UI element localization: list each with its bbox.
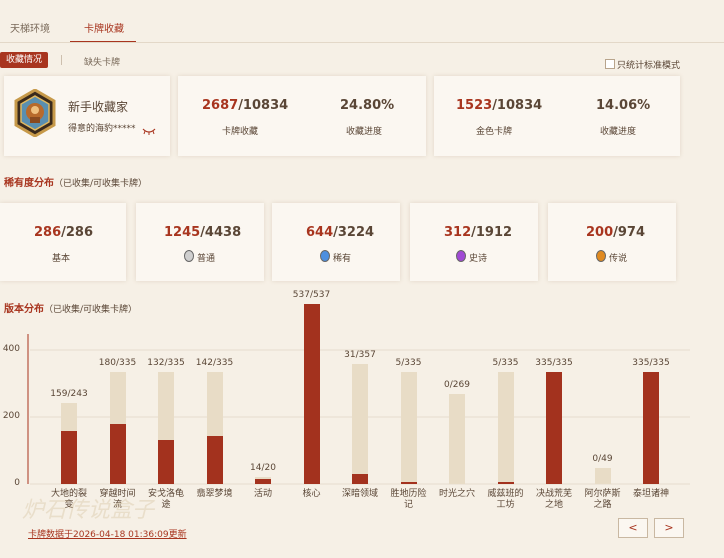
x-category-label: 威兹班的 工坊	[487, 489, 524, 510]
collection-progress-value: 24.80%	[340, 98, 395, 113]
bar-value-label: 335/335	[535, 357, 573, 368]
bar-value-label: 5/335	[395, 357, 422, 368]
rarity-legendary-value: 200/974	[586, 225, 646, 240]
standard-only-checkbox[interactable]	[605, 59, 615, 69]
rarity-rare-label: 稀有	[320, 250, 351, 264]
eye-hidden-icon[interactable]	[142, 120, 156, 139]
cards-collected-value: 2687/10834	[202, 98, 289, 113]
golden-cards-label: 金色卡牌	[476, 127, 513, 137]
epic-gem-icon	[456, 250, 466, 262]
bar-total[interactable]	[497, 371, 514, 484]
x-category-label: 深暗领域	[341, 489, 378, 499]
next-page-button[interactable]: >	[654, 518, 684, 538]
bar-collected[interactable]	[400, 482, 417, 484]
rarity-card-epic: 312/1912 史诗	[410, 203, 538, 281]
bar-collected[interactable]	[206, 436, 223, 484]
sets-section-title: 版本分布（已收集/可收集卡牌）	[4, 304, 138, 315]
bar-total[interactable]	[594, 467, 611, 484]
x-category-label: 决战荒芜 之地	[535, 489, 572, 510]
golden-progress-value: 14.06%	[596, 98, 651, 113]
bar-value-label: 159/243	[50, 388, 88, 399]
golden-progress-label: 收藏进度	[600, 127, 637, 137]
y-tick-label: 400	[2, 344, 20, 354]
rarity-common-value: 1245/4438	[164, 225, 242, 240]
bar-value-label: 180/335	[98, 357, 137, 368]
collector-title: 新手收藏家	[68, 100, 129, 114]
bar-value-label: 0/49	[592, 453, 613, 464]
top-tab-bar: 天梯环境 卡牌收藏	[0, 0, 724, 43]
bar-total[interactable]	[352, 364, 368, 484]
rarity-card-rare: 644/3224 稀有	[272, 203, 400, 281]
rarity-common-label: 普通	[184, 250, 215, 264]
standard-only-label[interactable]: 只统计标准模式	[617, 61, 681, 71]
bar-value-label: 142/335	[195, 357, 234, 368]
legendary-gem-icon	[596, 250, 606, 262]
bar-value-label: 31/357	[344, 350, 376, 361]
x-category-label: 时光之穴	[438, 489, 475, 499]
bar-collected[interactable]	[546, 371, 562, 484]
collector-badge-icon	[14, 88, 56, 138]
rarity-card-basic: 286/286 基本	[0, 203, 126, 281]
tab-card-collection[interactable]: 卡牌收藏	[84, 24, 124, 35]
x-category-label: 泰坦诸神	[632, 489, 669, 499]
bar-value-label: 5/335	[492, 357, 519, 368]
rare-gem-icon	[320, 250, 330, 262]
x-category-label: 活动	[253, 489, 272, 499]
bar-collected[interactable]	[158, 439, 174, 484]
bar-collected[interactable]	[497, 482, 514, 484]
bar-collected[interactable]	[255, 479, 271, 484]
bar-value-label: 335/335	[632, 357, 670, 368]
golden-cards-value: 1523/10834	[456, 98, 543, 113]
bar-total[interactable]	[400, 371, 417, 484]
bar-collected[interactable]	[643, 371, 659, 484]
bar-collected[interactable]	[303, 304, 320, 484]
y-tick-label: 200	[2, 411, 20, 421]
x-category-label: 翡翠梦境	[196, 489, 233, 499]
subtab-collection-status[interactable]: 收藏情况	[0, 52, 48, 68]
profile-card: 新手收藏家 得意的海豹*****	[4, 76, 170, 156]
rarity-basic-label: 基本	[52, 254, 71, 264]
bar-value-label: 132/335	[147, 357, 185, 368]
bar-collected[interactable]	[109, 423, 126, 484]
rarity-section-title: 稀有度分布（已收集/可收集卡牌）	[4, 178, 148, 189]
collection-progress-label: 收藏进度	[346, 127, 383, 137]
rarity-epic-label: 史诗	[456, 250, 487, 264]
cards-collected-label: 卡牌收藏	[222, 127, 259, 137]
username: 得意的海豹*****	[68, 124, 136, 134]
rarity-basic-value: 286/286	[34, 225, 94, 240]
x-category-label: 胜地历险记	[390, 489, 427, 510]
rarity-epic-value: 312/1912	[444, 225, 513, 240]
prev-page-button[interactable]: <	[618, 518, 648, 538]
x-category-label: 安戈洛龟途	[147, 489, 184, 510]
bar-collected[interactable]	[352, 473, 368, 484]
rarity-rare-value: 644/3224	[306, 225, 375, 240]
rarity-card-common: 1245/4438 普通	[136, 203, 264, 281]
rarity-card-legendary: 200/974 传说	[548, 203, 676, 281]
subtab-missing-cards[interactable]: 缺失卡牌	[84, 58, 121, 68]
bar-collected[interactable]	[61, 430, 77, 484]
bar-total[interactable]	[449, 393, 465, 484]
set-distribution-chart: 0 200 400 159/243 大地的裂变 180/335 穿越时间流 132/335 安戈…	[0, 290, 724, 520]
rarity-legendary-label: 传说	[596, 250, 627, 264]
bar-value-label: 537/537	[292, 290, 331, 301]
x-category-label: 大地的裂变	[50, 489, 87, 510]
card-collection-summary: 2687/10834 卡牌收藏 24.80% 收藏进度	[178, 76, 426, 156]
bar-value-label: 0/269	[444, 379, 470, 390]
bar-value-label: 14/20	[250, 463, 276, 474]
y-tick-label: 0	[14, 478, 20, 488]
watermark-logo: 炉石传说盒子	[22, 498, 155, 523]
x-category-label: 穿越时间流	[99, 489, 136, 510]
tab-divider	[0, 42, 724, 43]
golden-collection-summary: 1523/10834 金色卡牌 14.06% 收藏进度	[434, 76, 680, 156]
x-category-label: 核心	[302, 489, 321, 499]
data-updated-link[interactable]: 卡牌数据于2026-04-18 01:36:09更新	[28, 530, 187, 540]
common-gem-icon	[184, 250, 194, 262]
subtab-separator	[61, 55, 62, 65]
tab-ladder-meta[interactable]: 天梯环境	[10, 24, 50, 35]
x-category-label: 阿尔萨斯 之路	[584, 489, 621, 510]
